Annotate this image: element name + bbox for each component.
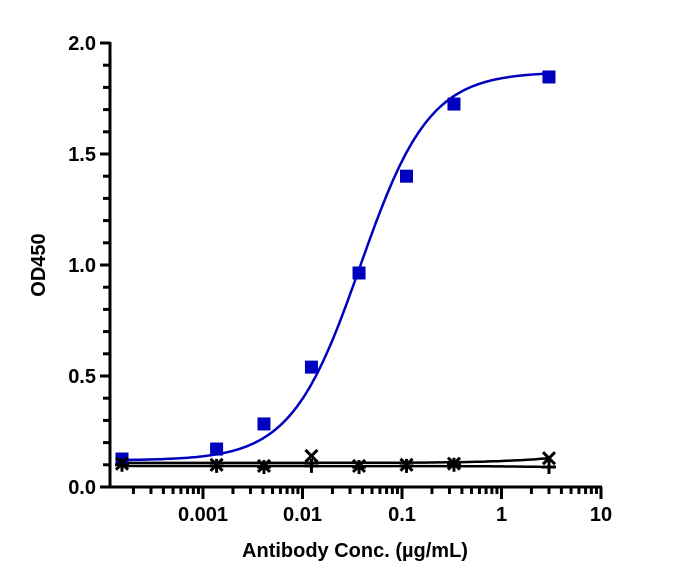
plus-marker [115,457,129,472]
y-tick-label: 0.5 [68,366,96,388]
x-marker [304,448,319,463]
square-marker [210,442,224,456]
data-markers [114,70,557,475]
x-tick-label: 1 [496,504,507,526]
plus-marker [209,458,224,473]
square-marker [257,417,271,431]
plus-marker [304,458,319,473]
x-tick-label: 0.001 [178,504,228,526]
fit-curves [121,72,550,469]
plus-marker [399,458,414,473]
y-tick-label: 2.0 [68,33,96,55]
fit-curve-antibody [121,72,550,462]
x-axis-title: Antibody Conc. (µg/mL) [242,540,468,562]
square-marker [400,169,414,183]
fit-curve-control-1 [122,456,550,465]
y-tick-label: 1.0 [68,255,96,277]
square-marker [447,97,461,111]
square-marker [304,360,318,374]
plus-marker [446,457,461,472]
x-tick-label: 10 [590,504,612,526]
fit-curve-control-2 [122,464,550,469]
y-axis-title: OD450 [28,233,50,296]
plus-marker [352,460,367,475]
plus-marker [541,460,556,475]
y-tick-label: 0.0 [68,477,96,499]
plus-marker [256,460,271,475]
y-tick-label: 1.5 [68,144,96,166]
square-marker [542,70,556,84]
square-marker [352,266,366,280]
x-tick-label: 0.01 [283,504,322,526]
x-tick-label: 0.1 [388,504,416,526]
x-marker [541,451,557,466]
axes: 0.0 0.5 1.0 1.5 2.0 0.001 0.01 0.1 1 10 [68,33,612,526]
